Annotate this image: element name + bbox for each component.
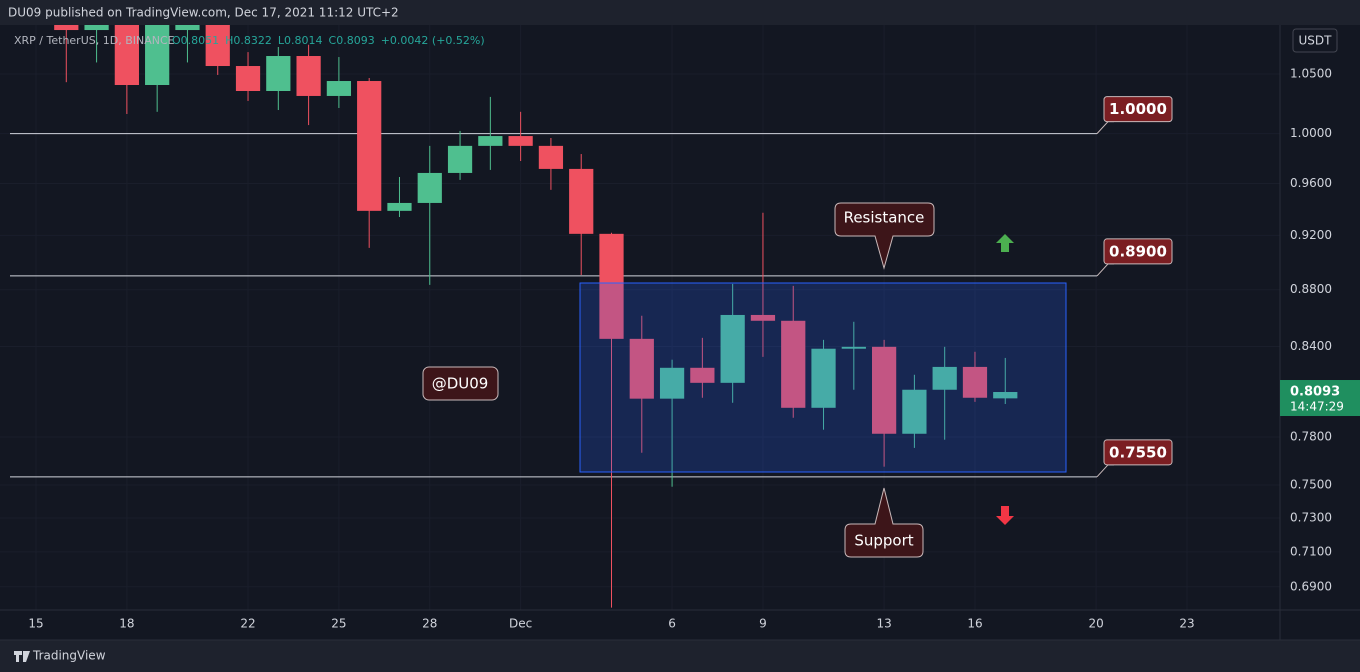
body xyxy=(478,136,503,146)
level-label: 0.7550 xyxy=(1109,443,1167,461)
y-tick-label: 0.9600 xyxy=(1290,176,1332,190)
x-tick-label: 16 xyxy=(967,617,982,631)
callout-box xyxy=(844,487,924,558)
body xyxy=(538,145,564,169)
body xyxy=(629,338,654,399)
y-tick-label: 1.0500 xyxy=(1290,67,1332,81)
x-tick-label: 23 xyxy=(1179,617,1194,631)
level-label: 1.0000 xyxy=(1109,100,1167,118)
levels: 1.0000 0.8900 0.7550 xyxy=(10,96,1173,478)
published: DU09 published on TradingView.com, Dec 1… xyxy=(8,6,399,20)
down-arrow xyxy=(996,506,1014,525)
ohlc-value: +0.0042 (+0.52%) xyxy=(381,34,485,47)
body xyxy=(750,314,776,321)
resistance-callout: Resistance xyxy=(834,202,935,270)
body xyxy=(690,367,715,383)
ohlc: O0.8051 H0.8322 L0.8014 C0.8093 +0.0042 (+0.… xyxy=(172,34,485,47)
x-tick-label: 28 xyxy=(422,617,437,631)
symbol: XRP / TetherUS, 1D, BINANCE xyxy=(14,34,175,47)
body xyxy=(508,136,533,146)
body xyxy=(145,25,170,85)
top-bar xyxy=(0,0,1360,25)
callout-text: Resistance xyxy=(844,209,925,227)
body xyxy=(720,314,745,383)
body xyxy=(902,389,927,434)
y-tick-label: 0.7500 xyxy=(1290,477,1332,491)
footer-bar xyxy=(0,640,1360,672)
level-box xyxy=(1103,238,1173,265)
body xyxy=(781,320,806,408)
ohlc-value: C0.8093 xyxy=(329,34,375,47)
x-tick-label: 22 xyxy=(240,617,255,631)
x-tick-label: 18 xyxy=(119,617,134,631)
ohlc-value: L0.8014 xyxy=(278,34,323,47)
body xyxy=(54,25,79,31)
body xyxy=(599,233,624,339)
body xyxy=(569,168,594,234)
price-label: 0.8093 xyxy=(1290,385,1340,400)
body xyxy=(175,25,200,31)
y-tick-label: 0.9200 xyxy=(1290,228,1332,242)
x-tick-label: Dec xyxy=(509,617,532,631)
support-callout: Support xyxy=(844,487,924,558)
body xyxy=(235,66,261,91)
level-box xyxy=(1103,96,1173,123)
body xyxy=(387,202,412,211)
body xyxy=(871,346,897,434)
body xyxy=(659,367,685,399)
price-box xyxy=(1280,380,1360,417)
x-tick-label: 6 xyxy=(668,617,676,631)
y-tick-label: 0.8800 xyxy=(1290,282,1332,296)
y-tick-label: 0.7100 xyxy=(1290,544,1332,558)
callout-box xyxy=(834,202,935,270)
body xyxy=(447,145,473,173)
x-tick-label: 25 xyxy=(331,617,346,631)
up-arrow xyxy=(996,234,1014,252)
body xyxy=(811,348,836,408)
y-tick-label: 0.8400 xyxy=(1290,339,1332,353)
ohlc-value: H0.8322 xyxy=(225,34,272,47)
body xyxy=(114,25,139,85)
level-box xyxy=(1103,439,1173,466)
body xyxy=(326,81,352,96)
body xyxy=(932,366,957,390)
callout-text: @DU09 xyxy=(432,375,489,393)
currency: USDT xyxy=(1299,34,1333,48)
level-label: 0.8900 xyxy=(1109,242,1167,260)
y-tick-label: 0.7800 xyxy=(1290,430,1332,444)
candles xyxy=(54,25,1018,608)
brand: TradingView xyxy=(32,649,106,663)
body xyxy=(357,81,382,211)
x-tick-label: 13 xyxy=(876,617,891,631)
body xyxy=(84,25,109,31)
currency-box xyxy=(1292,28,1338,53)
author-callout: @DU09 xyxy=(422,366,499,401)
x-tick-label: 9 xyxy=(759,617,767,631)
body xyxy=(993,392,1018,399)
y-tick-label: 1.0000 xyxy=(1290,126,1332,140)
callout-box xyxy=(422,366,499,401)
x-tick-label: 15 xyxy=(28,617,43,631)
y-tick-label: 0.6900 xyxy=(1290,579,1332,593)
range-box xyxy=(579,282,1067,473)
brand-logo xyxy=(14,651,30,662)
callout-text: Support xyxy=(854,532,913,550)
body xyxy=(962,366,988,398)
y-tick-label: 0.7300 xyxy=(1290,510,1332,524)
x-tick-label: 20 xyxy=(1088,617,1103,631)
countdown: 14:47:29 xyxy=(1290,400,1344,414)
ohlc-value: O0.8051 xyxy=(172,34,219,47)
body xyxy=(841,346,866,349)
body xyxy=(417,172,442,203)
body xyxy=(205,25,230,67)
body xyxy=(266,56,291,91)
body xyxy=(296,56,321,96)
